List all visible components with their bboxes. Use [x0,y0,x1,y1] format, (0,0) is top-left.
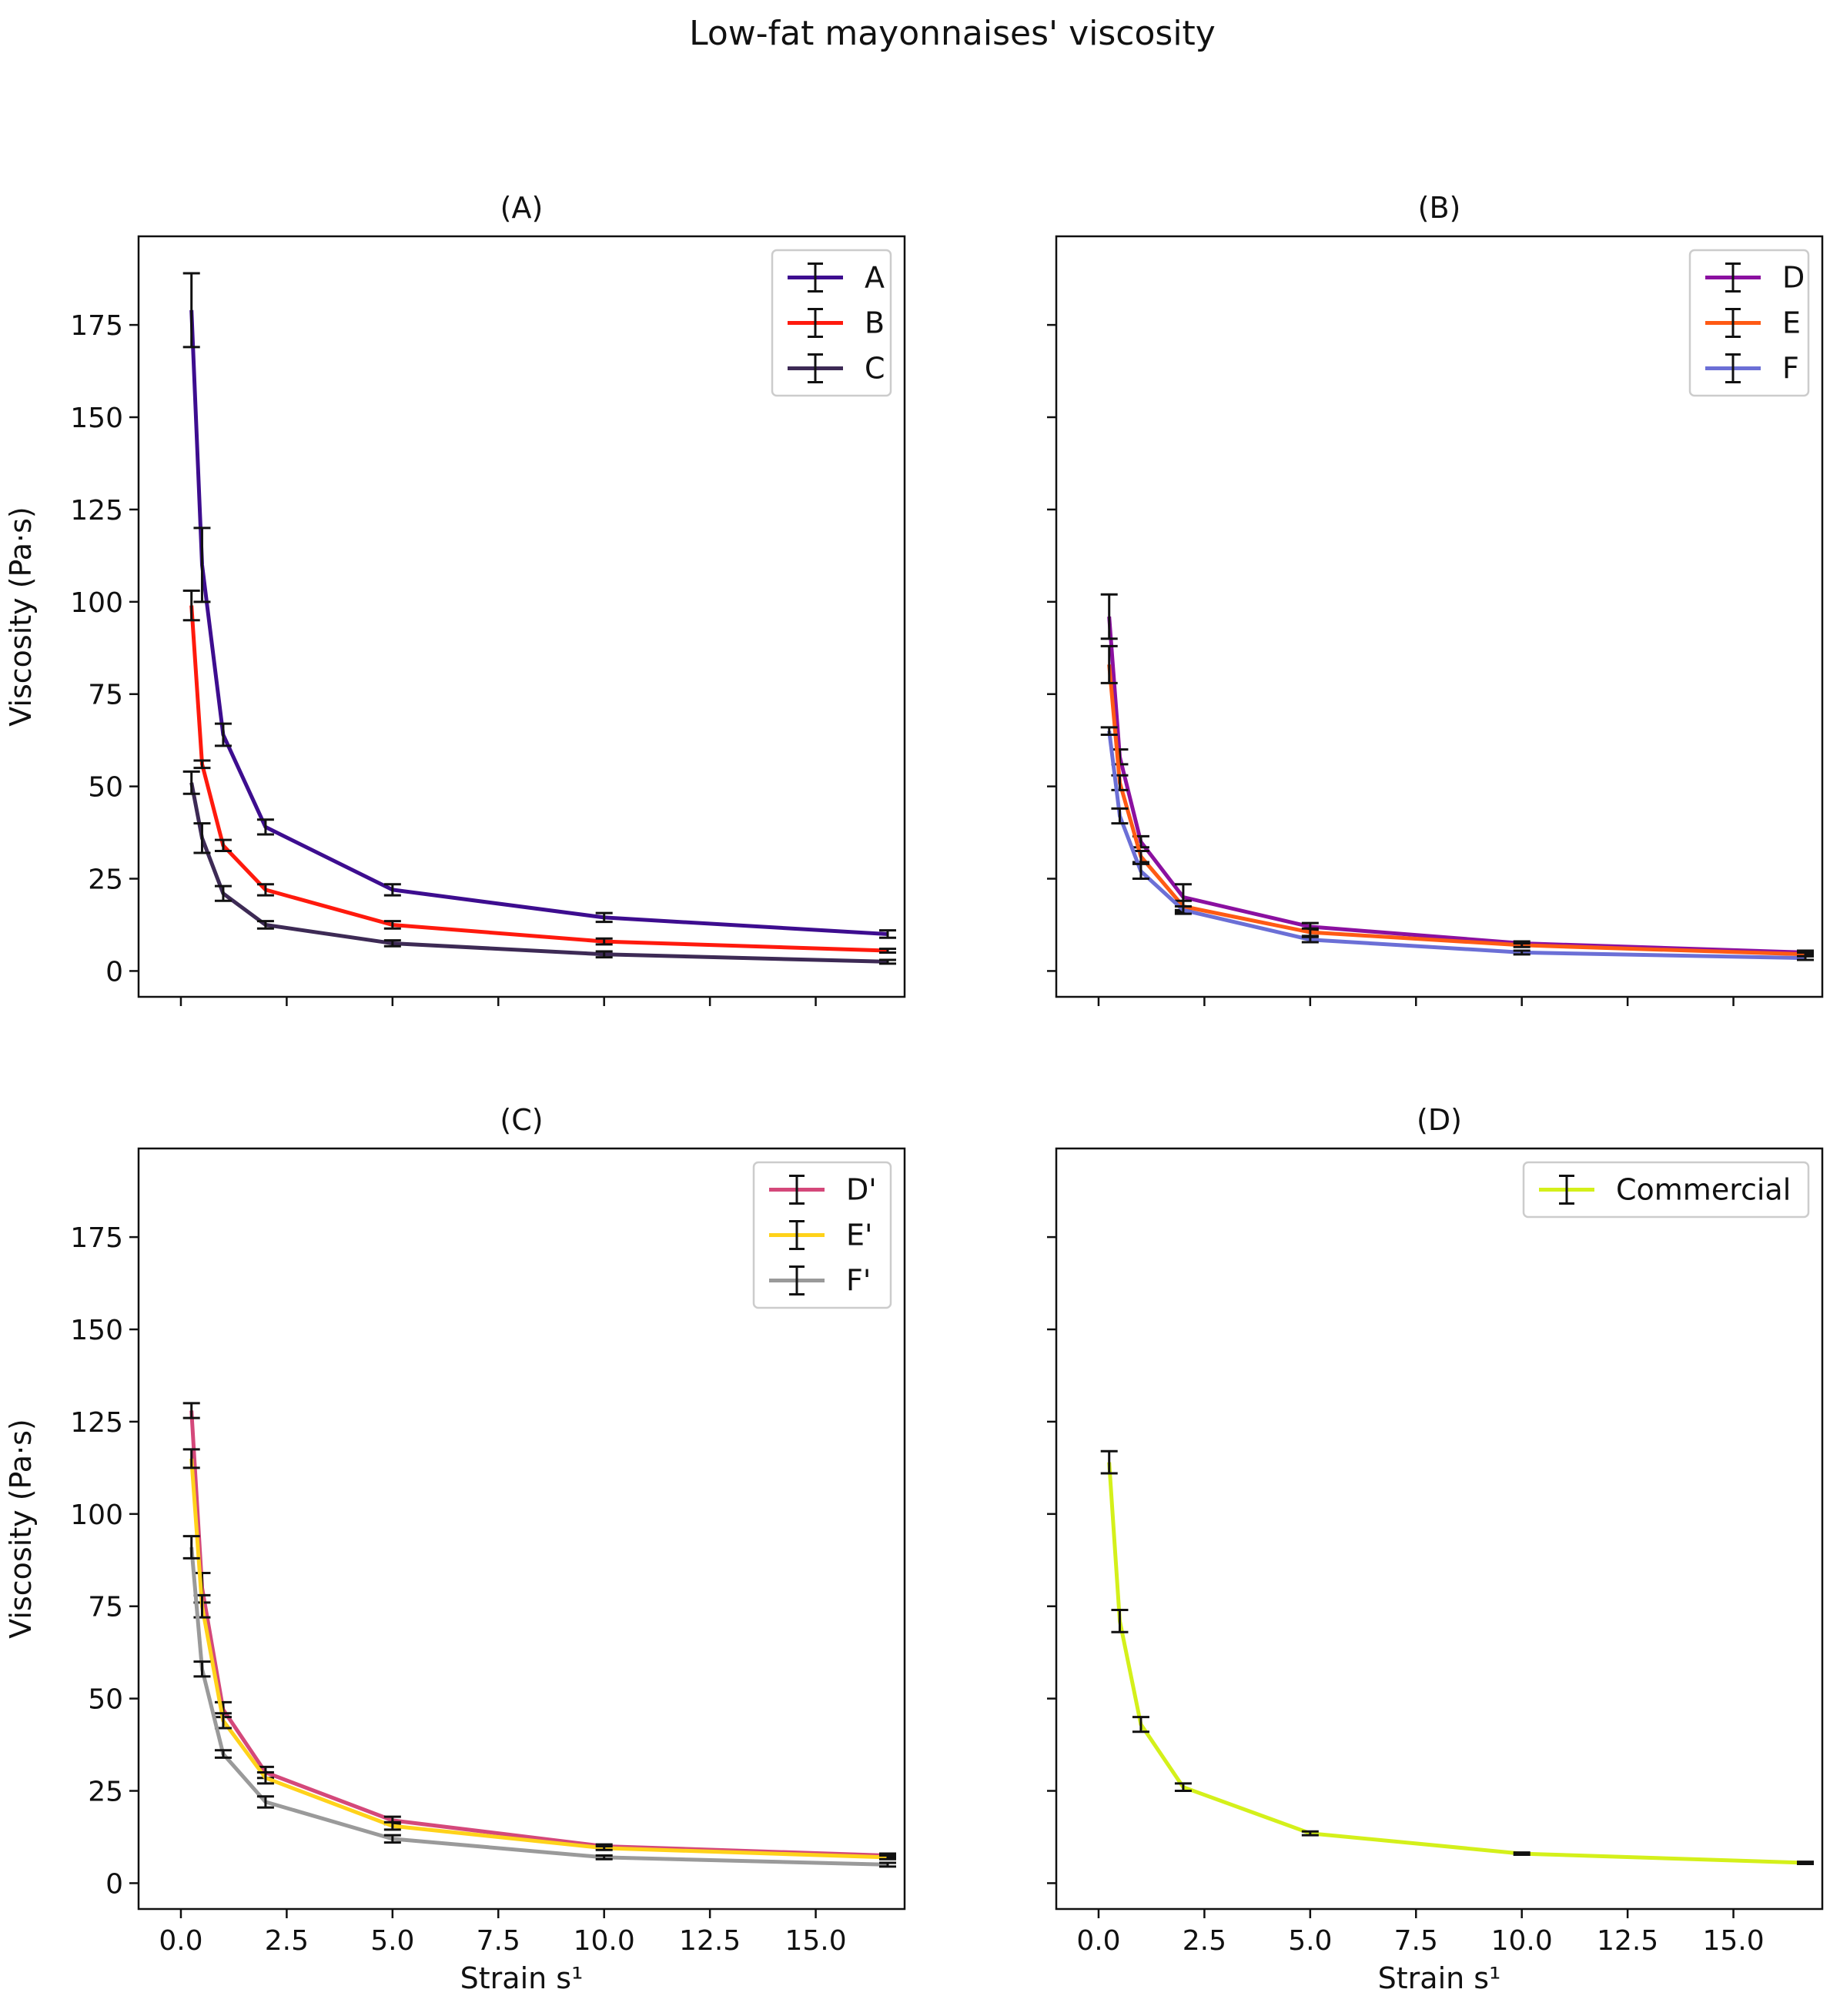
panel-a-legend-a-label: A [865,261,885,295]
panel-c-ytick-label: 0 [105,1868,123,1900]
panel-c-series-f-prime-line [189,1546,888,1867]
panel-c-xtick-label: 7.5 [477,1925,520,1957]
panel-c-xtick-label: 12.5 [679,1925,741,1957]
panel-a-series-b-line [189,605,888,953]
panel-c-xlabel: Strain s¹ [460,1961,584,1995]
panel-c-ytick-label: 75 [88,1592,123,1623]
panel-d-legend [1522,1161,1810,1219]
panel-d-series-commercial-line [1107,1462,1806,1865]
panel-c-ytick-label: 125 [70,1407,123,1439]
panel-c-title: (C) [500,1103,543,1137]
panel-d-xtick-label: 10.0 [1491,1925,1553,1957]
panel-c-xtick-label: 5.0 [370,1925,414,1957]
panel-a-ylabel: Viscosity (Pa·s) [4,507,38,727]
panel-a-title: (A) [500,191,544,225]
panel-b-axes-frame [1055,235,1824,998]
panel-a-ytick-label: 50 [88,772,123,804]
panel-b-legend-d-label: D [1782,261,1805,295]
panel-a-ytick-label: 125 [70,495,123,527]
panel-a-ytick-label: 75 [88,680,123,711]
panel-c-ytick-label: 25 [88,1777,123,1808]
panel-a-ytick-label: 25 [88,864,123,896]
panel-d: (D) 0.0 2.5 5.0 7.5 10.0 12.5 15.0 Strain s¹ Comm… [1047,1103,1824,1995]
panel-a-series-a-line [189,309,888,936]
panel-a-legend-b-label: B [865,306,885,340]
panel-d-xtick-label: 2.5 [1183,1925,1226,1957]
panel-d-axes-frame [1055,1147,1824,1911]
panel-c-xtick-label: 10.0 [574,1925,635,1957]
panel-b: (B) DEF [1047,191,1824,1006]
panel-c-xtick-label: 0.0 [159,1925,202,1957]
panel-a-ytick-label: 0 [105,956,123,988]
panel-b-series-d-line [1107,616,1806,955]
panel-c-legend-d-prime-label: D' [846,1173,877,1207]
panel-b-title: (B) [1418,191,1461,225]
panel-c-ytick-label: 50 [88,1684,123,1716]
panel-d-xtick-label: 5.0 [1288,1925,1332,1957]
panel-c-series-e-prime-line [189,1458,888,1860]
figure-title: Low-fat mayonnaises' viscosity [689,14,1216,53]
panel-b-legend-f-label: F [1782,352,1799,386]
panel-d-title: (D) [1417,1103,1462,1137]
panel-c-xtick-label: 2.5 [265,1925,309,1957]
panel-c-ytick-label: 100 [70,1499,123,1531]
panel-d-xtick-label: 0.0 [1076,1925,1120,1957]
panel-a-legend-c-label: C [865,352,885,386]
panel-c-ylabel: Viscosity (Pa·s) [4,1419,38,1639]
panel-b-series-e-line [1107,664,1806,957]
panel-d-legend-commercial-label: Commercial [1616,1173,1791,1207]
panel-a-axes-frame [137,235,906,998]
panel-c: (C) 0 25 50 75 100 125 150 175 0.0 2.5 5.0 7.5 10.0 12… [4,1103,906,1995]
panel-d-xtick-label: 7.5 [1394,1925,1438,1957]
panel-a: (A) 0 25 50 75 100 125 150 175 Viscosity (Pa·s) AB… [4,191,906,1006]
panel-a-ytick-label: 100 [70,587,123,619]
panel-d-xlabel: Strain s¹ [1378,1961,1501,1995]
panel-d-xtick-label: 12.5 [1597,1925,1658,1957]
panel-b-series-f-line [1107,731,1806,961]
panel-a-ytick-label: 175 [70,310,123,342]
panel-c-legend-e-prime-label: E' [846,1219,872,1252]
panel-c-ytick-label: 150 [70,1315,123,1346]
panel-c-ytick-label: 175 [70,1222,123,1254]
panel-b-legend-e-label: E [1782,306,1801,340]
panel-c-xtick-label: 15.0 [785,1925,846,1957]
panel-a-ytick-label: 150 [70,403,123,434]
panel-c-legend-f-prime-label: F' [846,1264,871,1298]
panel-c-axes-frame [137,1147,906,1911]
panel-d-xtick-label: 15.0 [1702,1925,1764,1957]
